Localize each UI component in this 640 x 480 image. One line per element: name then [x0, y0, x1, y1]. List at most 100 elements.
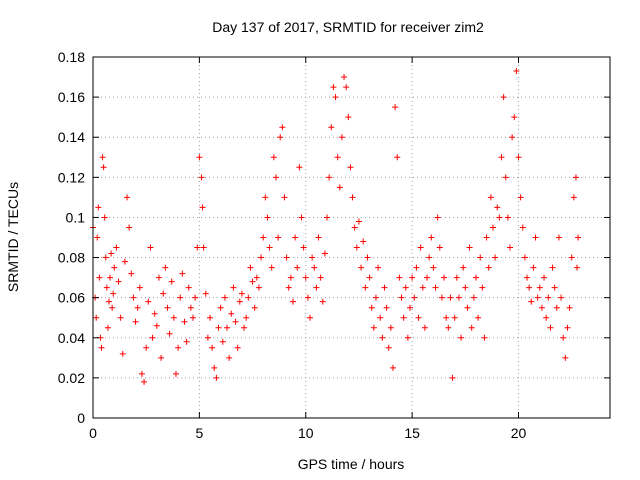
- data-point: [564, 324, 571, 331]
- data-point: [247, 264, 254, 271]
- data-point: [430, 264, 437, 271]
- data-point: [100, 164, 107, 171]
- y-tick-label: 0.08: [58, 250, 85, 266]
- data-point: [255, 284, 262, 291]
- data-point: [494, 204, 501, 211]
- data-point: [228, 310, 235, 317]
- y-tick-label: 0.1: [66, 209, 86, 225]
- data-point: [441, 274, 448, 281]
- data-point: [313, 284, 320, 291]
- data-point: [370, 324, 377, 331]
- data-point: [468, 324, 475, 331]
- x-tick-label: 5: [195, 425, 203, 441]
- data-point: [487, 194, 494, 201]
- y-axis-ticks: 0 0.02 0.04 0.06 0.08 0.1 0.12 0.14 0.16 0.18: [58, 49, 610, 426]
- data-point: [332, 94, 339, 101]
- data-point: [294, 264, 301, 271]
- data-point: [217, 304, 224, 311]
- data-point: [241, 324, 248, 331]
- data-point: [319, 298, 326, 305]
- data-point: [398, 294, 405, 301]
- data-point: [289, 298, 296, 305]
- data-point: [432, 284, 439, 291]
- data-point: [128, 270, 135, 277]
- plot-frame: [92, 56, 611, 419]
- data-point: [536, 284, 543, 291]
- y-tick-label: 0: [77, 410, 85, 426]
- data-point: [415, 314, 422, 321]
- data-point: [428, 234, 435, 241]
- data-point: [300, 244, 307, 251]
- data-point: [275, 234, 282, 241]
- data-point: [485, 264, 492, 271]
- data-point: [534, 294, 541, 301]
- data-point: [168, 278, 175, 285]
- data-point: [326, 174, 333, 181]
- data-point: [394, 154, 401, 161]
- data-point: [209, 344, 216, 351]
- data-point: [481, 334, 488, 341]
- data-point: [251, 304, 258, 311]
- data-point: [302, 274, 309, 281]
- data-point: [315, 234, 322, 241]
- data-point: [287, 274, 294, 281]
- data-point: [419, 284, 426, 291]
- data-point: [519, 224, 526, 231]
- data-point: [477, 254, 484, 261]
- data-point: [377, 314, 384, 321]
- data-point: [189, 314, 196, 321]
- data-point: [192, 294, 199, 301]
- data-point: [509, 134, 516, 141]
- data-point: [347, 164, 354, 171]
- data-point: [334, 154, 341, 161]
- data-point: [283, 254, 290, 261]
- y-tick-label: 0.16: [58, 89, 85, 105]
- data-point: [396, 274, 403, 281]
- x-axis-label: GPS time / hours: [298, 456, 405, 472]
- data-point: [407, 304, 414, 311]
- data-point: [232, 318, 239, 325]
- data-point: [402, 284, 409, 291]
- data-point: [264, 214, 271, 221]
- data-point: [353, 244, 360, 251]
- data-point: [204, 334, 211, 341]
- data-point: [103, 284, 110, 291]
- data-point: [343, 84, 350, 91]
- data-point: [404, 334, 411, 341]
- x-tick-label: 20: [511, 425, 527, 441]
- data-point: [358, 264, 365, 271]
- data-point: [281, 194, 288, 201]
- data-point: [160, 290, 167, 297]
- data-point: [177, 294, 184, 301]
- data-point: [215, 324, 222, 331]
- data-point: [562, 354, 569, 361]
- data-point: [221, 294, 228, 301]
- data-point: [164, 304, 171, 311]
- data-point: [145, 298, 152, 305]
- data-point: [443, 314, 450, 321]
- data-point: [553, 304, 560, 311]
- data-point: [455, 294, 462, 301]
- data-point: [381, 284, 388, 291]
- data-point: [138, 370, 145, 377]
- data-point: [389, 364, 396, 371]
- data-point: [105, 298, 112, 305]
- data-point: [338, 134, 345, 141]
- data-point: [551, 284, 558, 291]
- data-point: [392, 104, 399, 111]
- data-point: [249, 278, 256, 285]
- y-tick-label: 0.18: [58, 49, 85, 65]
- data-point: [104, 324, 111, 331]
- data-point: [194, 244, 201, 251]
- data-point: [113, 244, 120, 251]
- data-point: [115, 278, 122, 285]
- data-point: [472, 274, 479, 281]
- data-point: [162, 264, 169, 271]
- data-point: [362, 284, 369, 291]
- data-point: [411, 294, 418, 301]
- data-point: [136, 284, 143, 291]
- data-point: [245, 294, 252, 301]
- data-point: [560, 334, 567, 341]
- data-point: [285, 284, 292, 291]
- data-point: [181, 318, 188, 325]
